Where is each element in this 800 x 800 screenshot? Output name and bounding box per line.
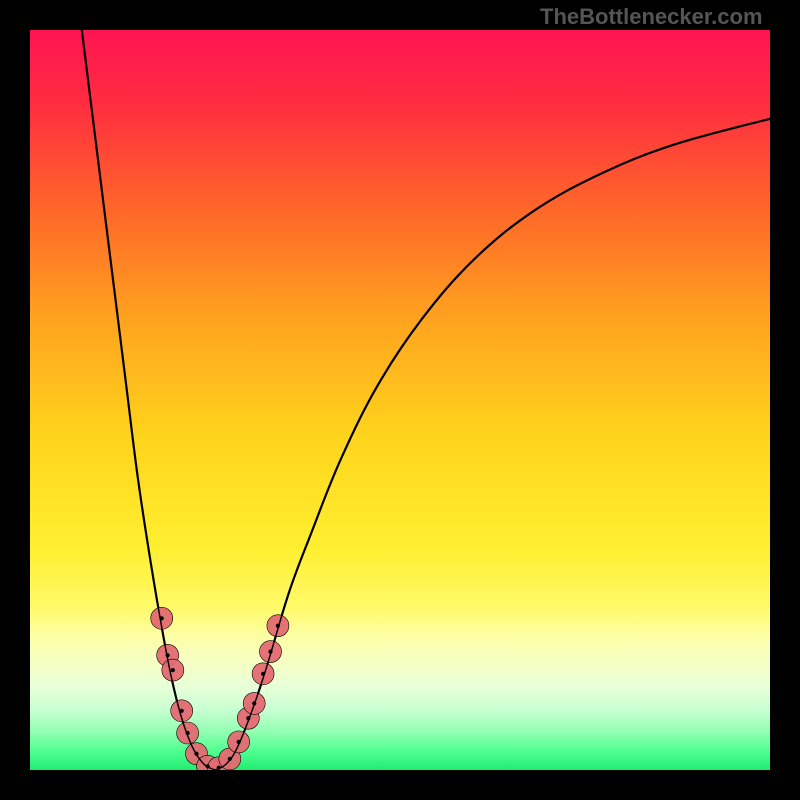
chart-frame: TheBottlenecker.com	[0, 0, 800, 800]
watermark-text: TheBottlenecker.com	[540, 4, 763, 30]
plot-svg	[30, 30, 770, 770]
